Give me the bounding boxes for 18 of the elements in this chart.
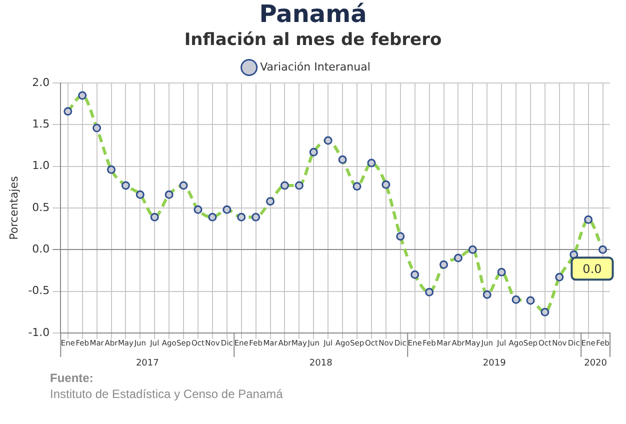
y-tick-label: -1.0 <box>28 326 50 339</box>
text: 2019 <box>482 358 506 368</box>
y-axis-title: Porcentajes <box>7 176 20 240</box>
legend-label: Variación Interanual <box>260 60 370 74</box>
text: 2018 <box>309 358 333 368</box>
y-tick-label: 0.0 <box>32 242 50 256</box>
y-tick-label: -0.5 <box>28 284 50 298</box>
source-note: Fuente: <box>50 370 94 386</box>
text: 2020 <box>584 358 608 368</box>
text: Instituto de Estadística y Censo de Panamá <box>50 386 284 402</box>
y-tick-label: 2.0 <box>32 76 50 89</box>
y-tick-label: 1.0 <box>32 159 50 172</box>
chart-title: Panamá <box>258 0 368 28</box>
chart-subtitle: Inflación al mes de febrero <box>183 29 443 52</box>
y-tick-label: 0.5 <box>32 200 50 214</box>
text: 2017 <box>136 358 159 368</box>
data-label: 0.0 <box>582 262 602 276</box>
y-tick-label: 1.5 <box>32 118 50 131</box>
